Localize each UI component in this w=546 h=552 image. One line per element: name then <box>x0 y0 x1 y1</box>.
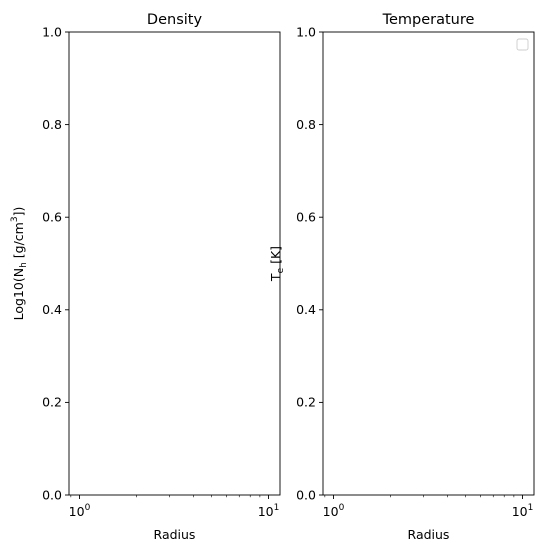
density-xtick-exp: 1 <box>274 503 280 513</box>
density-xtick-base: 10 <box>69 504 85 519</box>
density-ytick-label: 0.0 <box>42 487 62 502</box>
temperature-ytick-label: 0.2 <box>296 395 316 410</box>
density-xtick-exp: 0 <box>85 503 91 513</box>
temperature-ylabel-sub: e <box>276 267 286 273</box>
density-ylabel-end: ]) <box>11 207 26 217</box>
density-axes-frame <box>68 31 281 496</box>
temperature-ytick-label: 0.4 <box>296 302 316 317</box>
density-ylabel-sup: 3 <box>10 216 20 222</box>
density-ytick-label: 1.0 <box>42 24 62 39</box>
temperature-xtick-label: 100 <box>323 503 345 519</box>
density-ylabel: Log10(Nh [g/cm3]) <box>10 207 29 321</box>
temperature-ylabel-main: T <box>268 273 283 282</box>
density-xtick-base: 10 <box>258 504 274 519</box>
density-ytick-label: 0.8 <box>42 117 62 132</box>
density-ytick-label: 0.4 <box>42 302 62 317</box>
temperature-ylabel-mid: [K] <box>268 246 283 268</box>
density-ylabel-mid: [g/cm <box>11 222 26 262</box>
temperature-xtick-base: 10 <box>323 504 339 519</box>
density-xtick-label: 101 <box>258 503 280 519</box>
temperature-title: Temperature <box>382 12 475 28</box>
density-ylabel-main: Log10(N <box>11 268 26 320</box>
density-ytick-label: 0.2 <box>42 395 62 410</box>
temperature-ylabel: Te [K] <box>268 246 286 282</box>
density-xlabel: Radius <box>154 527 196 542</box>
temperature-xtick-base: 10 <box>512 504 528 519</box>
temperature-ytick-label: 0.0 <box>296 487 316 502</box>
temperature-ytick-label: 1.0 <box>296 24 316 39</box>
density-xtick-label: 100 <box>69 503 91 519</box>
temperature-xlabel: Radius <box>408 527 450 542</box>
temperature-xtick-label: 101 <box>512 503 534 519</box>
temperature-axes-frame <box>322 31 535 496</box>
density-title: Density <box>147 12 203 28</box>
temperature-legend-box <box>516 38 529 51</box>
temperature-ytick-label: 0.6 <box>296 210 316 225</box>
density-ytick-label: 0.6 <box>42 210 62 225</box>
temperature-xtick-exp: 0 <box>339 503 345 513</box>
temperature-xtick-exp: 1 <box>528 503 534 513</box>
temperature-ytick-label: 0.8 <box>296 117 316 132</box>
density-ylabel-sub: h <box>19 262 29 268</box>
